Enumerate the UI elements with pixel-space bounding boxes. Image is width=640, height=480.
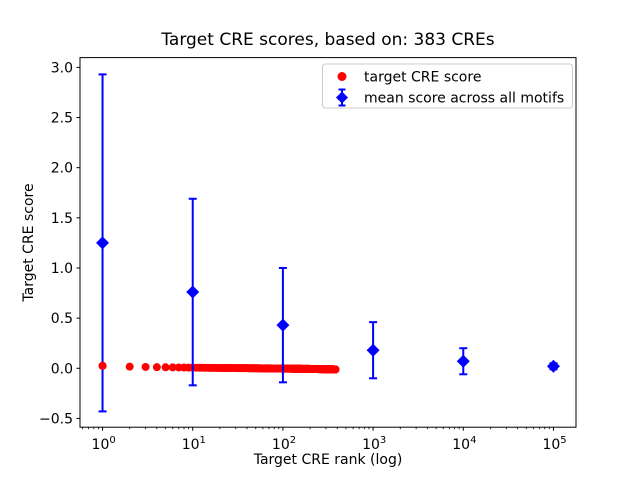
- y-tick-label: 0.0: [51, 361, 73, 377]
- target-score-dot: [161, 363, 170, 372]
- target-score-dot: [331, 365, 340, 374]
- mean-errorbar: [186, 197, 200, 387]
- mean-diamond: [186, 285, 200, 299]
- y-tick-label: 1.5: [51, 211, 73, 227]
- mean-errorbar: [366, 321, 380, 380]
- x-tick-label: 104: [452, 435, 476, 453]
- target-score-dot: [152, 363, 161, 372]
- y-tick-label: −0.5: [39, 411, 73, 427]
- mean-errorbar: [456, 347, 470, 376]
- axes-frame: [79, 57, 577, 428]
- x-tick-label: 102: [272, 435, 296, 453]
- mean-diamond: [546, 359, 560, 373]
- y-axis-label: Target CRE score: [21, 183, 37, 302]
- legend-label-target-score: target CRE score: [364, 70, 481, 86]
- target-score-dot-rank1: [98, 361, 107, 370]
- data-series: [96, 73, 560, 413]
- x-tick-label: 101: [182, 435, 206, 453]
- x-tick-label: 103: [362, 435, 386, 453]
- mean-errorbar: [96, 73, 110, 413]
- target-score-dot: [141, 362, 150, 371]
- x-axis-label: Target CRE rank (log): [253, 452, 403, 468]
- mean-errorbar: [276, 266, 290, 384]
- legend-label-mean-score: mean score across all motifs: [364, 91, 564, 107]
- axis-ticks: 3.0 2.5 2.0 1.5 1.0 0.5 0.0 −0.5 100 101 102 103 104…: [39, 60, 567, 453]
- legend-mean-score-marker-icon: [336, 88, 348, 107]
- chart-title: Target CRE scores, based on: 383 CREs: [160, 30, 494, 50]
- y-tick-label: 1.0: [51, 261, 73, 277]
- y-tick-label: 2.5: [51, 111, 73, 127]
- target-score-dot: [168, 363, 177, 372]
- mean-diamond: [456, 354, 470, 368]
- y-tick-label: 2.0: [51, 161, 73, 177]
- mean-diamond: [366, 343, 380, 357]
- y-tick-label: 0.5: [51, 311, 73, 327]
- mean-errorbar: [546, 359, 560, 373]
- mean-diamond: [96, 236, 110, 250]
- x-tick-label: 105: [542, 435, 566, 453]
- y-tick-label: 3.0: [51, 60, 73, 76]
- legend-target-score-marker-icon: [337, 72, 347, 81]
- legend-frame: [322, 63, 573, 109]
- target-score-dot: [125, 362, 134, 371]
- x-tick-label: 100: [92, 435, 116, 453]
- legend: target CRE score mean score across all m…: [322, 63, 573, 109]
- mean-diamond: [276, 318, 290, 332]
